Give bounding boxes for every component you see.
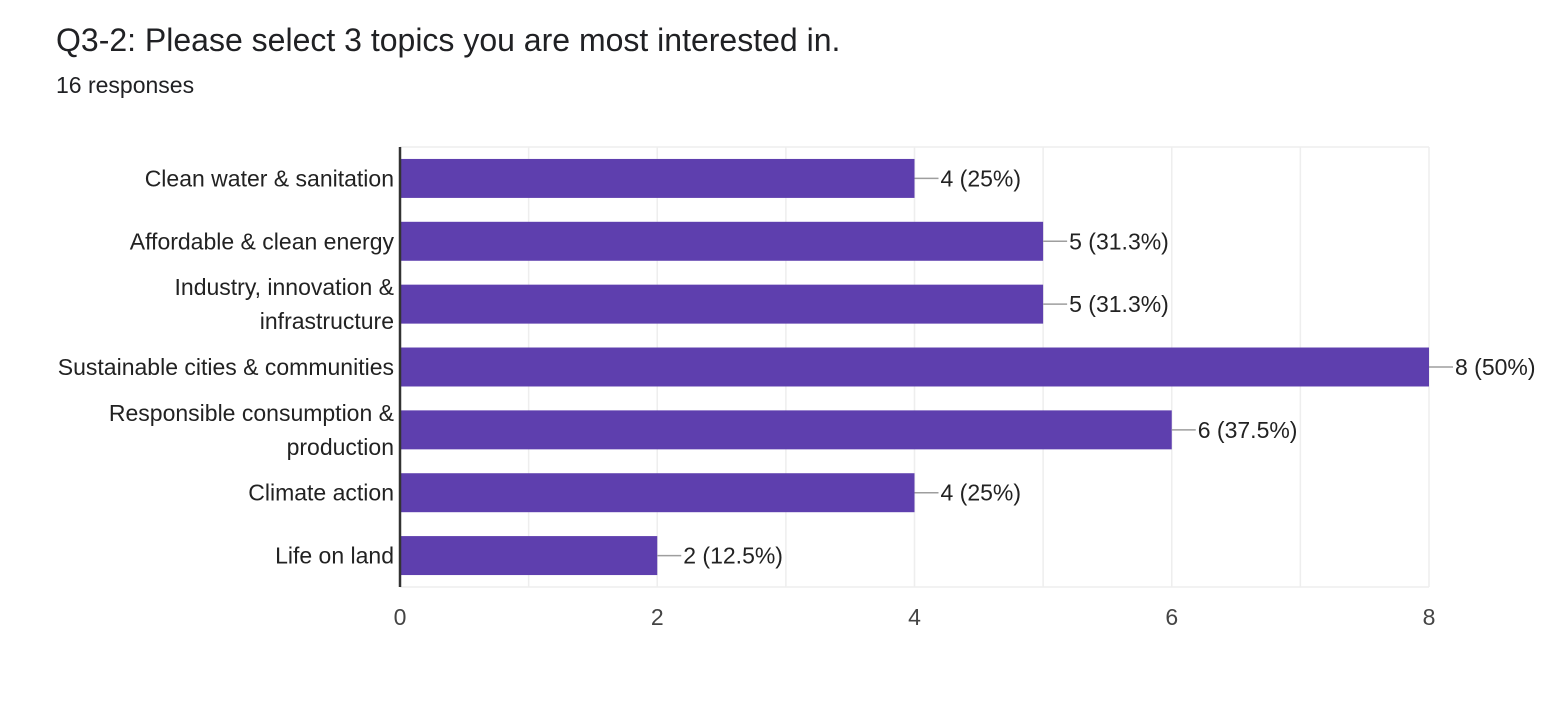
bar [400, 158, 915, 198]
category-label: infrastructure [260, 308, 394, 334]
bar [400, 536, 658, 576]
category-label: Sustainable cities & communities [58, 354, 394, 380]
bar [400, 347, 1429, 387]
question-title: Q3-2: Please select 3 topics you are mos… [56, 22, 841, 58]
x-axis-ticks: 0 2 4 6 8 [394, 604, 1436, 630]
x-tick-label: 4 [908, 604, 921, 630]
bars [400, 158, 1429, 576]
bar [400, 221, 1044, 261]
x-tick-label: 0 [394, 604, 407, 630]
data-labels: 4 (25%) 5 (31.3%) 5 (31.3%) 8 (50%) 6 (37.5%… [657, 165, 1536, 569]
category-label: Clean water & sanitation [145, 165, 394, 191]
category-labels: Clean water & sanitation Affordable & cle… [58, 165, 395, 568]
x-tick-label: 8 [1423, 604, 1436, 630]
category-label: Affordable & clean energy [130, 228, 395, 254]
data-label: 6 (37.5%) [1198, 417, 1298, 443]
response-count: 16 responses [56, 72, 195, 98]
data-label: 8 (50%) [1455, 354, 1536, 380]
category-label: Responsible consumption & [109, 400, 394, 426]
category-label: Industry, innovation & [175, 274, 394, 300]
x-tick-label: 6 [1165, 604, 1178, 630]
category-label: Climate action [248, 480, 394, 506]
data-label: 4 (25%) [941, 480, 1022, 506]
bar [400, 410, 1172, 450]
data-label: 5 (31.3%) [1069, 228, 1169, 254]
bar [400, 473, 915, 513]
bar [400, 284, 1044, 324]
category-label: Life on land [275, 543, 394, 569]
x-tick-label: 2 [651, 604, 664, 630]
data-label: 4 (25%) [941, 165, 1022, 191]
data-label: 5 (31.3%) [1069, 291, 1169, 317]
data-label: 2 (12.5%) [683, 543, 783, 569]
category-label: production [287, 434, 394, 460]
